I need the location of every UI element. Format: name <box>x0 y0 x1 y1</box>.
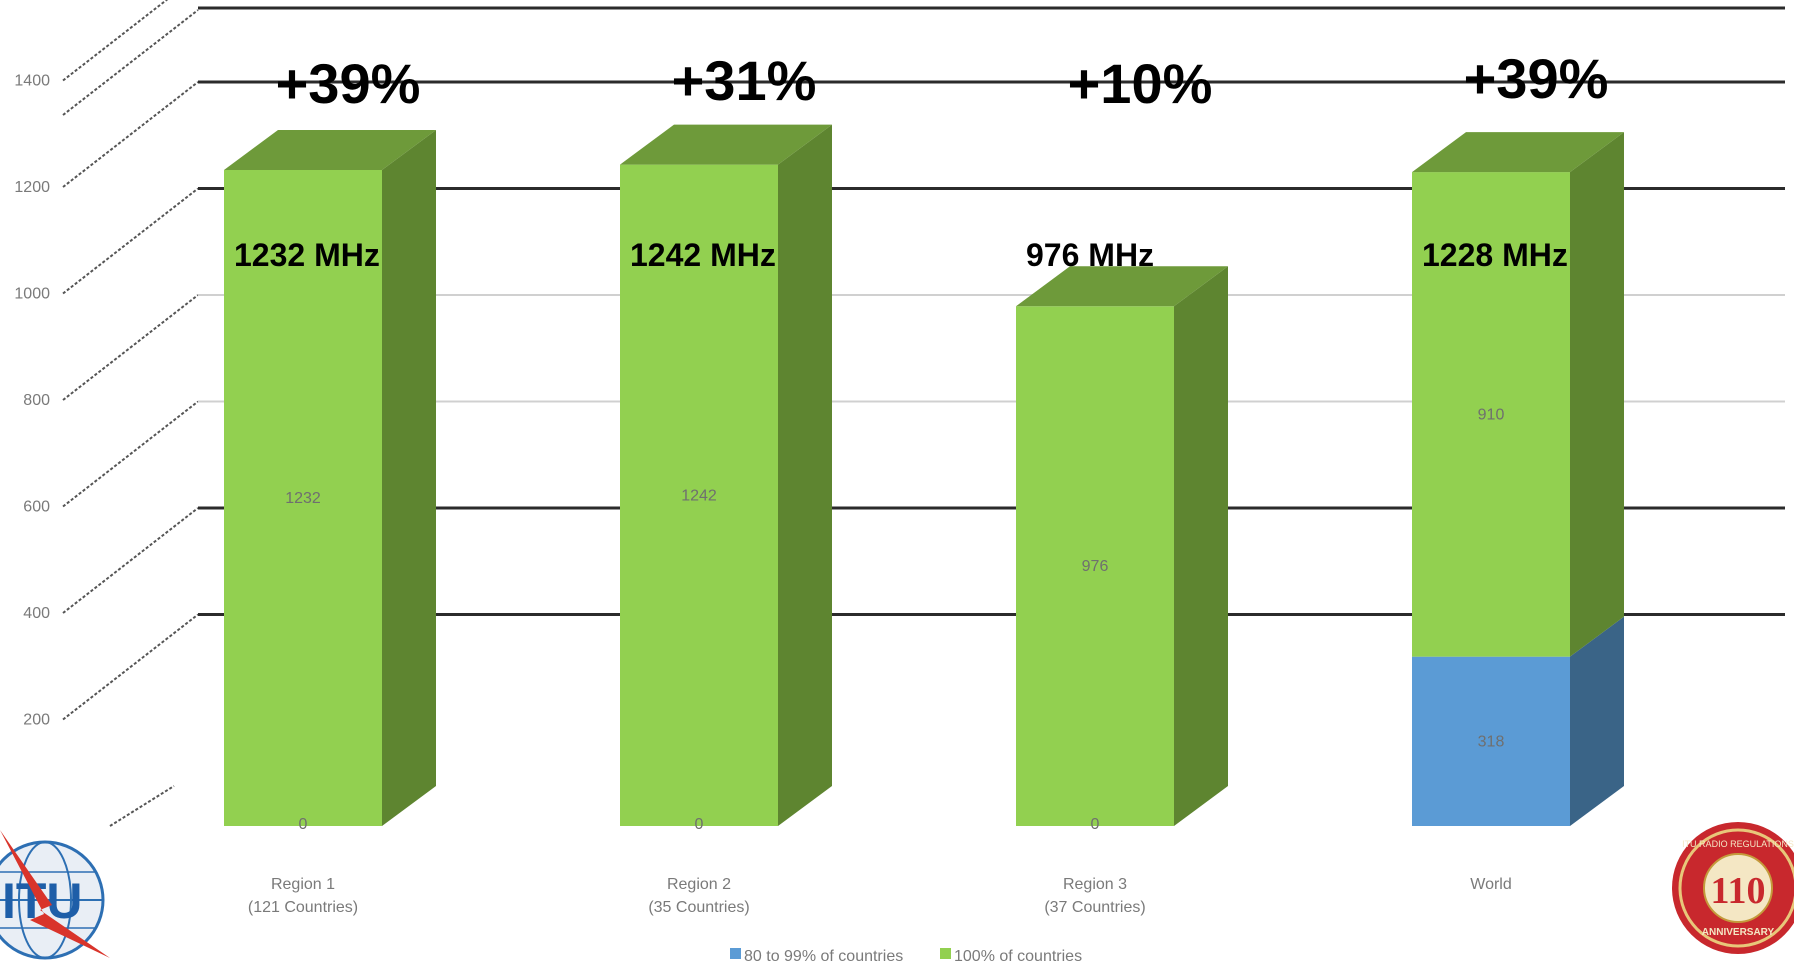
bar-top-3 <box>1412 132 1624 173</box>
category-label-2-1: (37 Countries) <box>1044 899 1145 916</box>
y-tick-label-400: 400 <box>23 605 50 622</box>
category-label-0-0: Region 1 <box>271 876 335 893</box>
bar-side-3-1 <box>1570 132 1624 657</box>
total-annotation-1: 1242 MHz <box>630 237 776 273</box>
bar-front-3-1 <box>1412 172 1570 657</box>
wall-gridline-800 <box>62 294 199 401</box>
total-annotation-3: 1228 MHz <box>1422 237 1568 273</box>
wall-gridline-1000 <box>62 187 199 295</box>
growth-annotation-0: +39% <box>276 52 421 115</box>
category-label-1-1: (35 Countries) <box>648 899 749 916</box>
bar-side-2-1 <box>1174 266 1228 826</box>
data-label-3-0: 318 <box>1478 733 1505 750</box>
legend-label-0: 80 to 99% of countries <box>744 948 903 965</box>
wall-gridline-top <box>62 9 199 116</box>
data-label-1-1: 1242 <box>681 487 717 504</box>
total-annotation-2: 976 MHz <box>1026 237 1154 273</box>
data-label-1-0: 0 <box>695 816 704 833</box>
bar-side-1-1 <box>778 124 832 826</box>
labels-layer: 200 400 600 800 1000 1200 1400 0 1232 +39% 1232 MH… <box>14 47 1608 965</box>
svg-text:110: 110 <box>1711 870 1766 912</box>
growth-annotation-1: +31% <box>672 49 817 112</box>
bar-top-2 <box>1016 266 1228 307</box>
legend-swatch-0 <box>730 948 741 959</box>
bar-side-0-1 <box>382 129 436 826</box>
svg-text:ANNIVERSARY: ANNIVERSARY <box>1702 927 1775 938</box>
data-label-2-0: 0 <box>1091 816 1100 833</box>
y-tick-label-800: 800 <box>23 392 50 409</box>
category-label-1-0: Region 2 <box>667 876 731 893</box>
data-label-3-1: 910 <box>1478 406 1505 423</box>
anniversary-seal: 110 ITU RADIO REGULATIONS ANNIVERSARY <box>1672 822 1794 954</box>
data-label-0-0: 0 <box>299 816 308 833</box>
bar-top-1 <box>620 124 832 165</box>
category-label-2-0: Region 3 <box>1063 876 1127 893</box>
total-annotation-0: 1232 MHz <box>234 237 380 273</box>
category-label-0-1: (121 Countries) <box>248 899 358 916</box>
bars-layer <box>224 124 1624 826</box>
category-label-3-0: World <box>1470 876 1512 893</box>
itu-logo: ITU <box>0 830 110 960</box>
data-label-2-1: 976 <box>1082 558 1109 575</box>
y-tick-label-600: 600 <box>23 499 50 516</box>
y-tick-label-200: 200 <box>23 712 50 729</box>
y-tick-label-1200: 1200 <box>14 179 50 196</box>
legend-swatch-1 <box>940 948 951 959</box>
svg-text:ITU RADIO REGULATIONS: ITU RADIO REGULATIONS <box>1682 839 1794 849</box>
wall-gridline-200 <box>62 613 199 721</box>
bar-front-0-1 <box>224 169 382 826</box>
floor-edge <box>109 785 175 827</box>
growth-annotation-3: +39% <box>1464 47 1609 110</box>
bar-side-3-0 <box>1570 616 1624 826</box>
bar-front-1-1 <box>620 164 778 826</box>
wall-gridline-600 <box>62 400 199 508</box>
bar-top-0 <box>224 129 436 170</box>
data-label-0-1: 1232 <box>285 490 321 507</box>
wall-gridline-1400 <box>62 0 169 82</box>
bar-front-3-0 <box>1412 656 1570 826</box>
growth-annotation-2: +10% <box>1068 52 1213 115</box>
y-tick-label-1400: 1400 <box>14 73 50 90</box>
wall-gridline-1200 <box>62 81 199 188</box>
wall-gridline-400 <box>62 507 199 614</box>
bar-front-2-1 <box>1016 306 1174 826</box>
legend-label-1: 100% of countries <box>954 948 1082 965</box>
y-tick-label-1000: 1000 <box>14 286 50 303</box>
